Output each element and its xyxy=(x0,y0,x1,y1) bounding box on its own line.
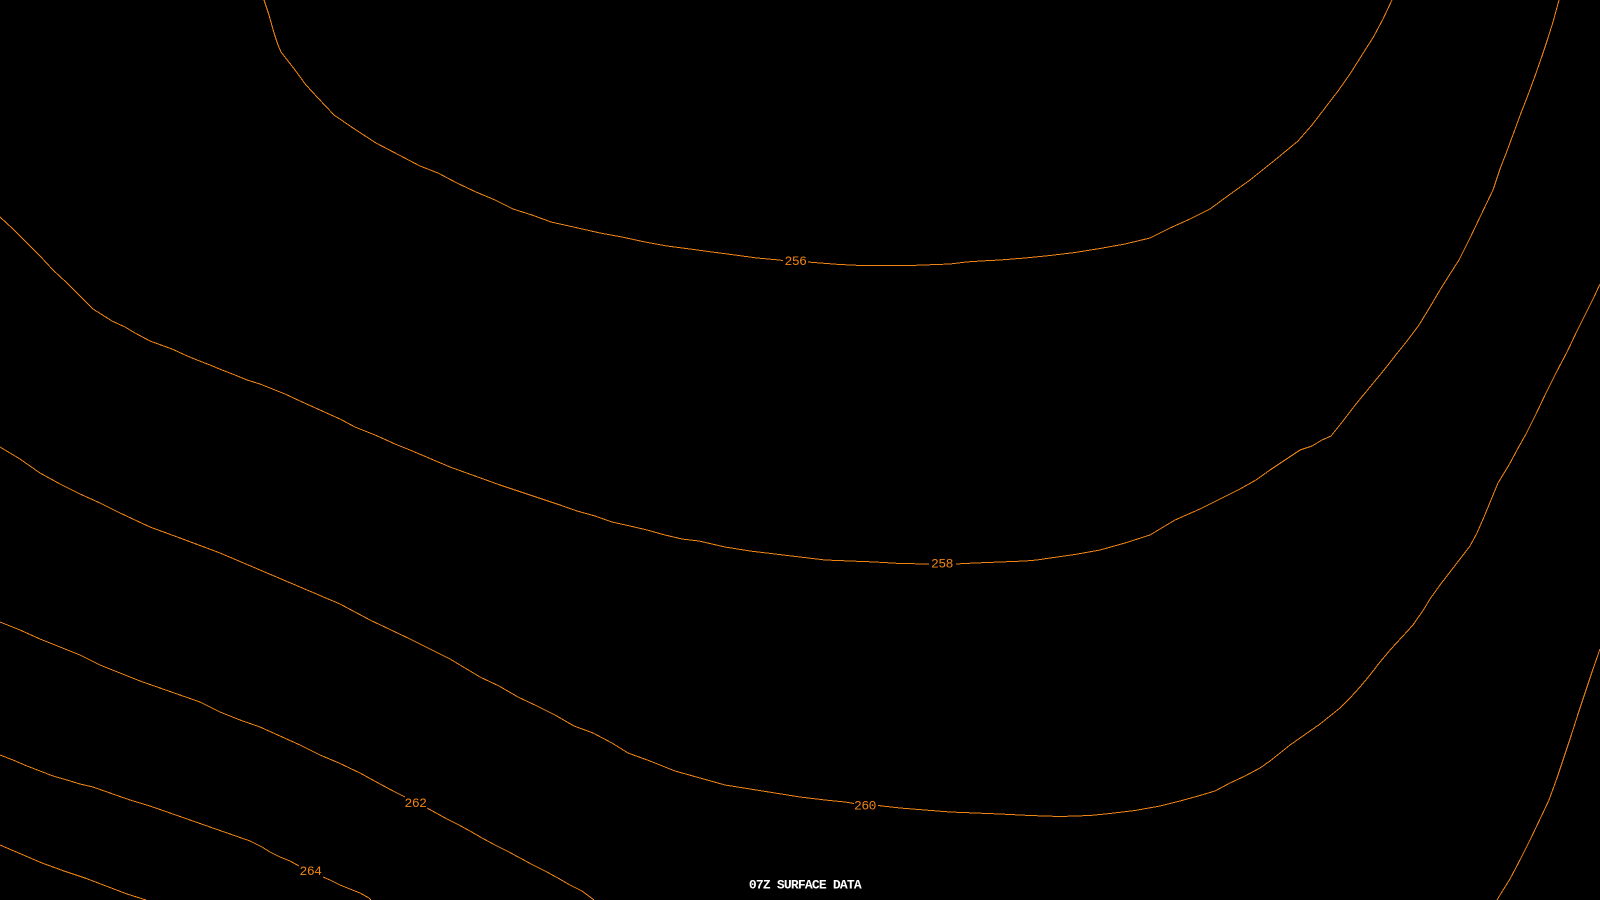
svg-text:264: 264 xyxy=(300,864,323,879)
svg-text:260: 260 xyxy=(854,799,876,814)
svg-text:256: 256 xyxy=(785,254,807,269)
svg-text:07Z SURFACE DATA: 07Z SURFACE DATA xyxy=(749,878,862,893)
svg-text:262: 262 xyxy=(405,796,427,811)
svg-text:258: 258 xyxy=(931,557,953,572)
